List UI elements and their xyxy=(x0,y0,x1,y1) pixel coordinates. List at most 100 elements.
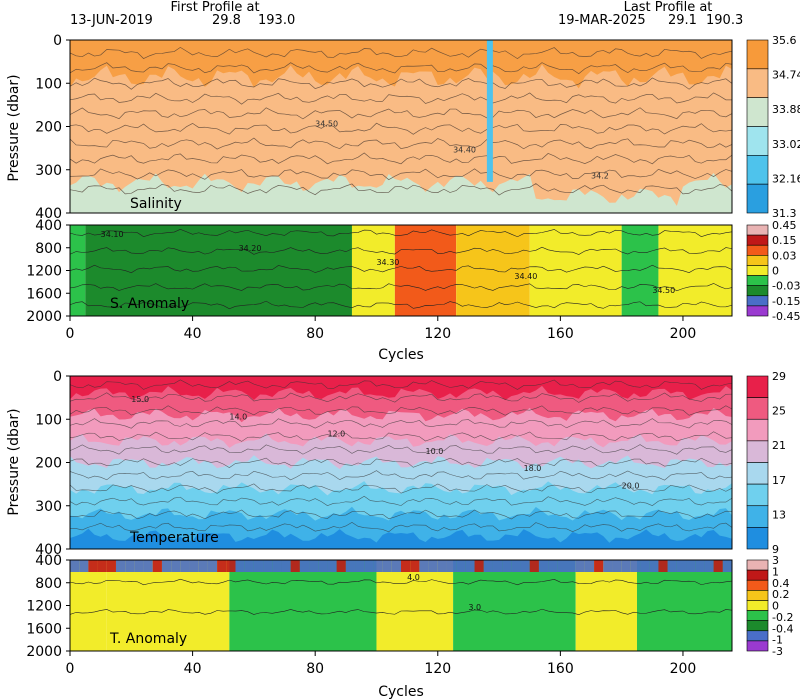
anomaly-speckle xyxy=(594,560,604,572)
anomaly-speckle xyxy=(70,560,80,572)
anomaly-speckle xyxy=(557,560,567,572)
anomaly-segment xyxy=(229,560,377,651)
colorbar-swatch xyxy=(746,285,769,297)
anomaly-speckle xyxy=(575,560,585,572)
colorbar-swatch xyxy=(746,224,769,236)
anomaly-speckle xyxy=(419,560,429,572)
contour-label: 12.0 xyxy=(327,430,345,439)
first-profile-lon: 193.0 xyxy=(258,13,295,28)
salinity-contour xyxy=(69,62,733,75)
x-tick-label: 40 xyxy=(184,661,202,677)
anomaly-speckle xyxy=(207,560,218,572)
anomaly-speckle xyxy=(226,560,236,572)
contour-label: 34.40 xyxy=(514,272,537,281)
anomaly-speckle xyxy=(502,560,512,572)
temperature-contour xyxy=(69,509,733,520)
colorbar-label: 0 xyxy=(772,265,779,278)
anomaly-speckle xyxy=(446,560,457,572)
panel-title: T. Anomaly xyxy=(109,631,187,647)
contour-label: 10.0 xyxy=(426,447,444,456)
anomaly-speckle xyxy=(437,560,447,572)
salinity-contour xyxy=(69,152,733,165)
x-tick-label: 80 xyxy=(306,661,324,677)
temperature-panel: 15.0 14.0 12.0 10.0 18.0 20.0 0 100 200 300 400 29 2… xyxy=(35,369,786,558)
anomaly-speckle xyxy=(474,560,484,572)
contour-label: 34.30 xyxy=(376,258,399,267)
anomaly-speckle xyxy=(299,560,310,572)
anomaly-speckle xyxy=(290,560,300,572)
colorbar-swatch xyxy=(746,505,769,528)
colorbar-swatch xyxy=(746,610,769,621)
colorbar-label: -0.45 xyxy=(772,310,800,323)
anomaly-contour xyxy=(69,228,733,238)
anomaly-speckle xyxy=(612,560,622,572)
anomaly-speckle xyxy=(667,560,677,572)
y-tick-label: 400 xyxy=(35,542,62,558)
salinity-contour xyxy=(69,92,733,105)
temperature-contour xyxy=(69,392,733,403)
contour-label: 20.0 xyxy=(622,481,640,490)
anomaly-segment xyxy=(529,225,622,316)
colorbar-label: -0.4 xyxy=(772,622,793,635)
y-tick-label: 1600 xyxy=(26,621,62,637)
contour-label: 34.40 xyxy=(453,145,476,154)
anomaly-speckle xyxy=(235,560,245,572)
anomaly-speckle xyxy=(152,560,162,572)
colorbar-swatch xyxy=(746,600,769,611)
colorbar-swatch xyxy=(746,234,769,246)
anomaly-segment xyxy=(85,225,352,316)
contour-label: 15.0 xyxy=(131,395,149,404)
anomaly-segment xyxy=(106,560,230,651)
x-tick-label: 0 xyxy=(66,326,75,342)
y-tick-label: 1200 xyxy=(26,264,62,280)
colorbar-label: -0.03 xyxy=(772,280,800,293)
y-tick-label: 1200 xyxy=(26,599,62,615)
colorbar-swatch xyxy=(746,440,769,463)
colorbar-swatch xyxy=(746,97,769,127)
anomaly-segment xyxy=(658,225,732,316)
salinity-anomaly-panel: 34.1034.2034.3034.4034.50400800120016002… xyxy=(26,218,800,342)
anomaly-speckle xyxy=(198,560,208,572)
anomaly-speckle xyxy=(492,560,503,572)
colorbar-label: 9 xyxy=(772,543,779,556)
salinity-contour xyxy=(69,77,733,90)
contour-label: 18.0 xyxy=(524,464,542,473)
x-tick-label: 0 xyxy=(66,661,75,677)
anomaly-speckle xyxy=(79,560,89,572)
colorbar-label: 3 xyxy=(772,554,779,567)
anomaly-speckle xyxy=(456,560,466,572)
colorbar-swatch xyxy=(746,375,769,398)
anomaly-speckle xyxy=(511,560,521,572)
anomaly-speckle xyxy=(704,560,714,572)
anomaly-speckle xyxy=(538,560,549,572)
anomaly-speckle xyxy=(658,560,668,572)
colorbar-label: -0.15 xyxy=(772,295,800,308)
anomaly-speckle xyxy=(603,560,613,572)
colorbar-swatch xyxy=(746,397,769,420)
anomaly-segment xyxy=(636,560,732,651)
x-tick-label: 120 xyxy=(424,326,451,342)
salinity-layer-lower xyxy=(70,173,732,213)
y-tick-label: 0 xyxy=(53,369,62,385)
colorbar-label: 31.3 xyxy=(772,207,797,220)
colorbar-swatch xyxy=(746,527,769,550)
anomaly-speckle xyxy=(566,560,576,572)
anomaly-speckle xyxy=(327,560,337,572)
last-profile-date: 19-MAR-2025 xyxy=(558,13,646,28)
y-tick-label: 1600 xyxy=(26,286,62,302)
salinity-contour xyxy=(69,168,733,181)
anomaly-speckle xyxy=(465,560,475,572)
colorbar-swatch xyxy=(746,39,769,70)
anomaly-speckle xyxy=(695,560,705,572)
y-tick-label: 2000 xyxy=(26,644,62,660)
y-tick-label: 100 xyxy=(35,412,62,428)
y-tick-label: 800 xyxy=(35,241,62,257)
x-tick-label: 160 xyxy=(547,326,574,342)
anomaly-segment xyxy=(575,560,637,651)
colorbar-swatch xyxy=(746,620,769,632)
colorbar-label: 35.6 xyxy=(772,34,797,47)
panel-title: Salinity xyxy=(130,196,182,212)
temperature-contour xyxy=(69,521,733,533)
anomaly-speckle xyxy=(529,560,539,572)
contour-label: 34.50 xyxy=(652,286,675,295)
